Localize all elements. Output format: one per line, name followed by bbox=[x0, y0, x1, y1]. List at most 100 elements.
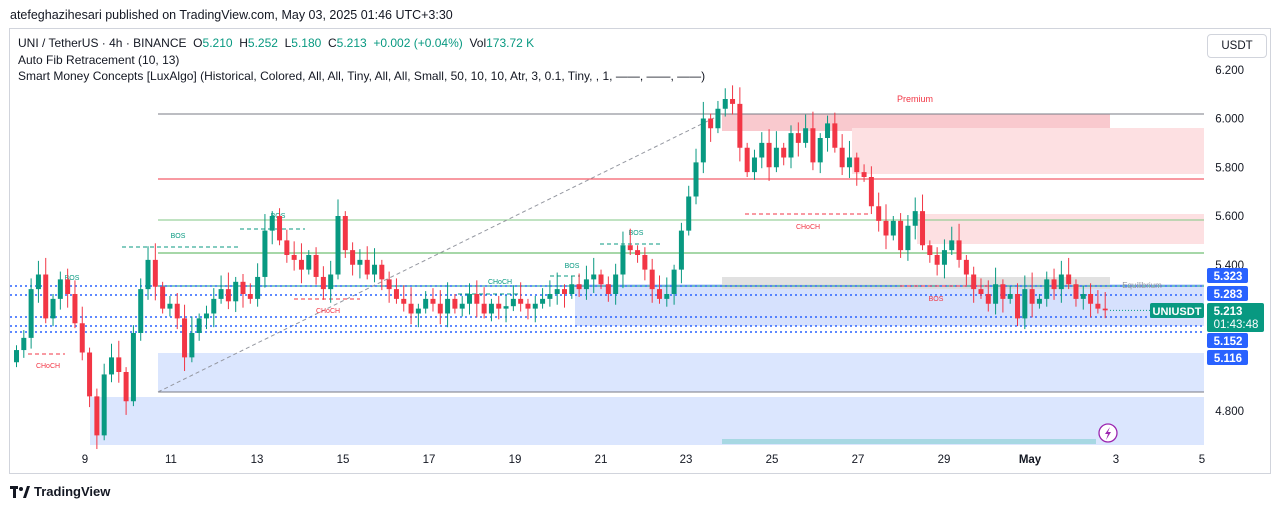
price-tag-bg bbox=[1207, 268, 1248, 283]
candle bbox=[832, 112, 838, 153]
tradingview-logo[interactable]: TradingView bbox=[10, 484, 110, 499]
candle bbox=[14, 345, 19, 368]
y-tick-label: 5.600 bbox=[1215, 211, 1244, 223]
supply-zone-lower bbox=[917, 214, 1204, 244]
candle-body bbox=[861, 172, 867, 177]
candle-body bbox=[503, 306, 509, 309]
currency-button[interactable]: USDT bbox=[1207, 34, 1267, 58]
candle bbox=[342, 211, 348, 258]
candle bbox=[949, 226, 955, 255]
candle bbox=[773, 131, 779, 173]
legend-low: 5.180 bbox=[291, 36, 322, 50]
candle bbox=[174, 293, 180, 330]
premium-zone bbox=[722, 114, 1110, 131]
candle-body bbox=[525, 303, 531, 309]
candle-body bbox=[474, 294, 480, 304]
candle-body bbox=[1080, 294, 1086, 299]
candle-body bbox=[700, 118, 706, 163]
y-tick-label: 6.200 bbox=[1215, 65, 1244, 77]
candle-body bbox=[174, 303, 180, 319]
candle bbox=[481, 287, 487, 319]
candle-body bbox=[620, 245, 626, 275]
candle bbox=[474, 280, 480, 318]
candle-body bbox=[664, 294, 670, 299]
candle bbox=[430, 288, 436, 312]
candle-body bbox=[1015, 294, 1021, 319]
candle-body bbox=[79, 323, 85, 353]
legend-symbol[interactable]: UNI / TetherUS · 4h · BINANCE bbox=[18, 36, 187, 50]
structure-label: BOS bbox=[565, 263, 580, 270]
candle bbox=[1022, 275, 1028, 330]
symbol-tag: UNIUSDT bbox=[1150, 303, 1204, 318]
candle-body bbox=[152, 259, 158, 287]
chart-legend: UNI / TetherUS · 4h · BINANCE O5.210 H5.… bbox=[18, 35, 705, 85]
candle bbox=[1066, 257, 1072, 290]
candle-body bbox=[65, 279, 71, 294]
candle bbox=[920, 194, 926, 251]
candle-body bbox=[766, 142, 772, 168]
candle-body bbox=[898, 220, 904, 251]
candle bbox=[101, 363, 107, 441]
x-tick-label: 5 bbox=[1199, 454, 1205, 466]
x-tick-label: May bbox=[1019, 454, 1042, 466]
candle bbox=[795, 122, 801, 157]
candle bbox=[379, 259, 385, 291]
structure-label: CHoCH bbox=[796, 224, 820, 231]
candle bbox=[722, 88, 728, 117]
candle bbox=[79, 306, 85, 361]
candle bbox=[320, 266, 326, 300]
price-tag: 5.283 bbox=[1207, 286, 1248, 301]
candle-body bbox=[671, 269, 677, 294]
candle bbox=[423, 291, 429, 314]
candle-body bbox=[452, 298, 458, 309]
candle bbox=[284, 229, 290, 263]
x-tick-label: 27 bbox=[852, 454, 865, 466]
candle bbox=[225, 272, 231, 310]
candle-body bbox=[562, 289, 567, 294]
candle bbox=[467, 283, 473, 315]
equilibrium-label: Equilibrium bbox=[1122, 281, 1162, 290]
candle-body bbox=[291, 255, 297, 260]
candle-body bbox=[627, 245, 633, 251]
candle bbox=[116, 340, 122, 383]
candle bbox=[941, 239, 947, 279]
candle-body bbox=[635, 250, 641, 255]
candle bbox=[708, 113, 714, 142]
structure-label: BOS bbox=[65, 275, 80, 282]
candle-body bbox=[518, 298, 524, 304]
candle bbox=[28, 278, 34, 349]
candle-body bbox=[182, 318, 188, 358]
candle-body bbox=[1007, 294, 1013, 299]
price-tag-text: 5.283 bbox=[1214, 289, 1243, 301]
candle bbox=[927, 240, 933, 263]
legend-indicator-fib[interactable]: Auto Fib Retracement (10, 13) bbox=[18, 52, 180, 67]
price-tag-text: 5.116 bbox=[1214, 353, 1242, 365]
candle bbox=[503, 295, 509, 323]
candle-body bbox=[1044, 279, 1050, 299]
candle bbox=[788, 125, 794, 169]
candle-body bbox=[138, 289, 144, 333]
candle bbox=[547, 280, 553, 307]
candle bbox=[1036, 294, 1042, 309]
structure-label: CHoCH bbox=[36, 363, 60, 370]
candle bbox=[576, 273, 582, 297]
candle-body bbox=[189, 333, 195, 358]
candle bbox=[277, 208, 283, 246]
legend-vol-label: Vol bbox=[469, 36, 487, 50]
candle-body bbox=[839, 147, 845, 168]
candle bbox=[1051, 268, 1057, 300]
candle-body bbox=[715, 108, 721, 129]
candle-body bbox=[934, 255, 940, 265]
candle-body bbox=[1073, 284, 1079, 299]
candle-body bbox=[605, 284, 611, 294]
candle bbox=[364, 246, 370, 280]
candle bbox=[233, 276, 239, 313]
candle-body bbox=[876, 206, 882, 221]
candle-body bbox=[1102, 308, 1108, 311]
candle bbox=[525, 298, 531, 320]
candle bbox=[145, 246, 151, 300]
legend-indicator-smc[interactable]: Smart Money Concepts [LuxAlgo] (Historic… bbox=[18, 69, 706, 83]
demand-zone bbox=[575, 284, 1204, 326]
price-tag-text: 5.323 bbox=[1214, 271, 1243, 283]
